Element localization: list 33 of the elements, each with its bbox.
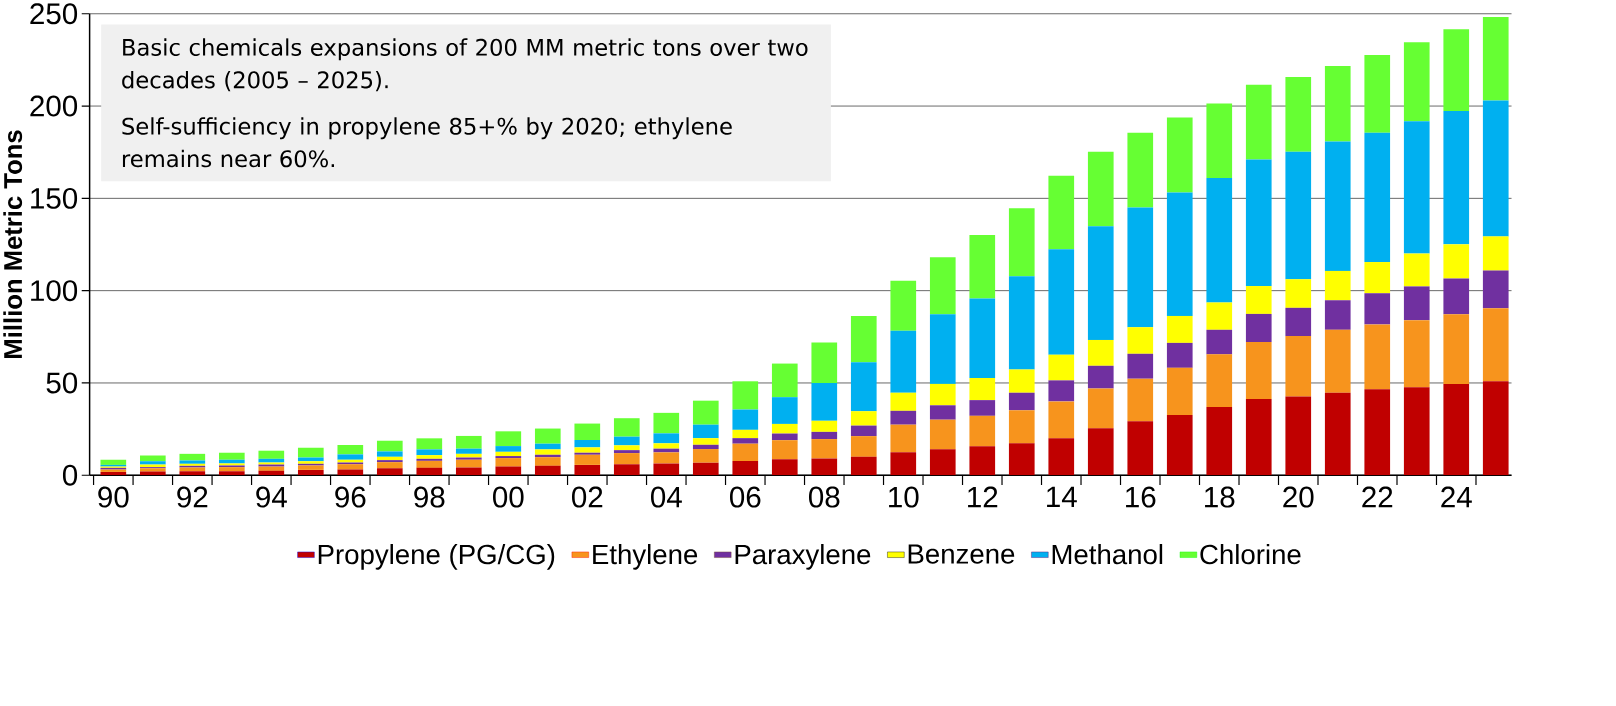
annotation: Basic chemicals expansions of 200 MM metric tons over two decades (2005 – 2025). — [122, 38, 808, 92]
legend-label: Chlorine — [1200, 544, 1301, 565]
x-tick-label: 96 — [335, 486, 366, 508]
x-tick-label: 04 — [650, 486, 682, 508]
legend-label: Methanol — [1052, 544, 1163, 565]
x-tick-label: 98 — [414, 486, 445, 508]
x-tick-label: 24 — [1441, 486, 1472, 508]
x-tick-label: 02 — [572, 486, 603, 508]
y-tick-label: 150 — [31, 187, 78, 209]
x-tick-label: 06 — [729, 486, 761, 508]
y-tick-label: 0 — [62, 464, 78, 486]
x-tick-label: 14 — [1047, 486, 1077, 507]
x-tick-label: 92 — [177, 486, 208, 508]
y-tick-label: 250 — [30, 3, 78, 25]
legend-label: Ethylene — [593, 544, 698, 570]
y-tick-label: 200 — [30, 95, 78, 117]
x-tick-label: 18 — [1205, 486, 1235, 508]
x-tick-label: 00 — [493, 486, 524, 508]
y-tick-label: 50 — [46, 372, 78, 394]
legend-label: Propylene (PG/CG) — [318, 544, 555, 570]
x-tick-label: 90 — [98, 486, 129, 508]
x-tick-label: 22 — [1362, 486, 1393, 508]
annotation: Self-sufficiency in propylene 85+% by 2020; ethylene remains near 60%. — [122, 117, 732, 168]
x-tick-label: 08 — [808, 486, 840, 508]
y-tick-label: 100 — [31, 280, 78, 302]
x-tick-label: 12 — [968, 486, 998, 508]
x-tick-label: 20 — [1283, 486, 1314, 508]
y-axis-title: Million Metric Tons — [3, 130, 23, 358]
x-tick-label: 10 — [889, 486, 919, 508]
x-tick-label: 94 — [256, 486, 287, 508]
legend-label: Benzene — [908, 544, 1015, 564]
x-tick-label: 16 — [1126, 486, 1156, 508]
legend-label: Paraxylene — [735, 544, 871, 570]
